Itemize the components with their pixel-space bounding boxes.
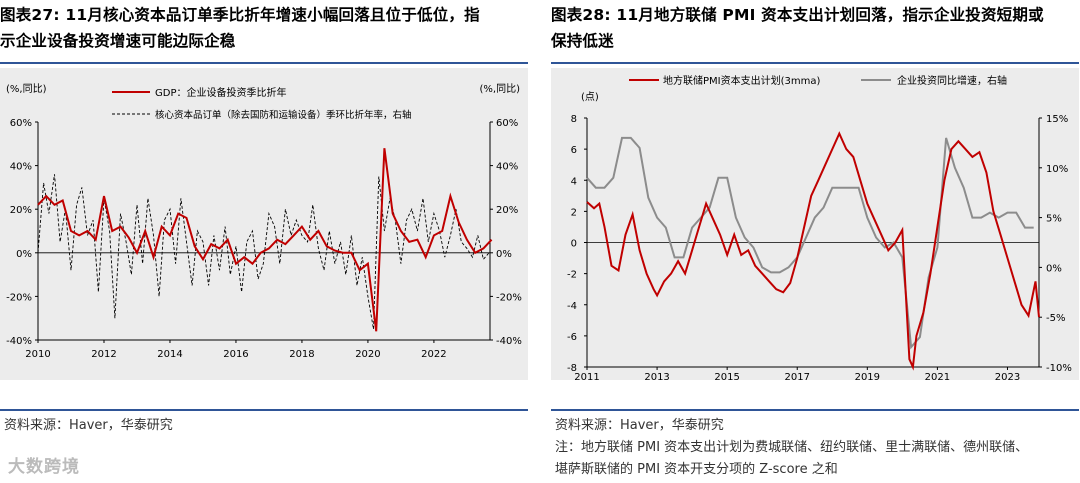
left-figure-panel: 图表27: 11月核心资本品订单季比折年增速小幅回落且位于低位，指 示企业设备投… — [0, 0, 528, 483]
right-xtick-label: 2011 — [574, 372, 599, 380]
left-ytick-label-right: 20% — [496, 205, 518, 216]
right-source-rule — [551, 409, 1079, 411]
right-chart: (点) -8 -6 -4 -2 0 2 4 6 8 -10% -5% 0% 5% 10% 15% 2011 201… — [567, 74, 1072, 380]
right-legend-pmi-label: 地方联储PMI资本支出计划(3mma) — [663, 74, 820, 87]
right-ytick-label-right: 10% — [1046, 164, 1068, 175]
left-xtick-label: 2016 — [223, 349, 248, 360]
right-xtick-label: 2023 — [995, 372, 1020, 380]
left-series-gdp-line — [37, 148, 493, 332]
left-ytick-label-left: 60% — [10, 118, 32, 129]
right-ytick-label-left: 8 — [571, 114, 577, 125]
left-ylabel-left: (%,同比) — [6, 83, 47, 95]
left-xtick-label: 2012 — [91, 349, 116, 360]
right-ytick-label-right: -10% — [1046, 363, 1072, 374]
left-ytick-label-right: 60% — [496, 118, 518, 129]
left-xtick-label: 2010 — [25, 349, 50, 360]
right-legend-invest-label: 企业投资同比增速，右轴 — [897, 74, 1007, 87]
right-ytick-label-left: 4 — [571, 176, 577, 187]
right-title-line2: 保持低迷 — [551, 32, 614, 50]
left-title-line1: 图表27: 11月核心资本品订单季比折年增速小幅回落且位于低位，指 — [0, 6, 480, 24]
right-title-line1: 图表28: 11月地方联储 PMI 资本支出计划回落，指示企业投资短期或 — [551, 6, 1044, 24]
left-title-line2: 示企业设备投资增速可能边际企稳 — [0, 32, 236, 50]
left-ytick-label-left: -20% — [6, 292, 32, 303]
right-ytick-label-left: 2 — [571, 207, 577, 218]
right-figure-title: 图表28: 11月地方联储 PMI 资本支出计划回落，指示企业投资短期或 保持低… — [551, 2, 1079, 54]
left-source-rule — [0, 409, 528, 411]
right-figure-panel: 图表28: 11月地方联储 PMI 资本支出计划回落，指示企业投资短期或 保持低… — [551, 0, 1079, 483]
right-ytick-label-right: 15% — [1046, 114, 1068, 125]
right-note-line1: 注：地方联储 PMI 资本支出计划为费城联储、纽约联储、里士满联储、德州联储、 — [555, 440, 1029, 455]
right-xtick-label: 2015 — [714, 372, 739, 380]
left-xtick-label: 2022 — [421, 349, 446, 360]
left-ytick-label-left: 20% — [10, 205, 32, 216]
right-xtick-label: 2017 — [785, 372, 810, 380]
right-ytick-label-left: 6 — [571, 145, 577, 156]
left-ylabel-right: (%,同比) — [480, 83, 521, 95]
left-ytick-label-right: -40% — [496, 336, 522, 347]
right-ytick-label-left: -8 — [567, 363, 577, 374]
left-chart-background — [0, 68, 528, 380]
left-ytick-label-right: -20% — [496, 292, 522, 303]
left-ytick-label-right: 40% — [496, 162, 518, 173]
left-figure-title: 图表27: 11月核心资本品订单季比折年增速小幅回落且位于低位，指 示企业设备投… — [0, 2, 528, 54]
right-series-pmi-line — [586, 131, 1040, 371]
left-series-core-orders-line — [37, 174, 490, 330]
right-ytick-label-right: -5% — [1046, 313, 1065, 324]
left-source-text: 资料来源：Haver，华泰研究 — [4, 418, 173, 433]
left-ytick-label-right: 0% — [496, 249, 512, 260]
watermark-text: 大数跨境 — [8, 457, 80, 477]
right-ylabel-left: (点) — [581, 91, 599, 103]
left-ytick-label-left: 0% — [16, 249, 32, 260]
right-chart-background — [551, 68, 1079, 380]
left-xtick-label: 2020 — [355, 349, 380, 360]
right-source-text: 资料来源：Haver，华泰研究 — [555, 418, 724, 433]
right-ytick-label-right: 5% — [1046, 214, 1062, 225]
left-xtick-label: 2014 — [157, 349, 182, 360]
right-ytick-label-left: -6 — [567, 332, 577, 343]
right-series-invest-line — [586, 136, 1034, 350]
left-legend-gdp-label: GDP：企业设备投资季比折年 — [155, 86, 286, 99]
left-ytick-label-left: 40% — [10, 162, 32, 173]
right-ytick-label-right: 0% — [1046, 263, 1062, 274]
left-ytick-label-left: -40% — [6, 336, 32, 347]
left-legend-orders-label: 核心资本品订单（除去国防和运输设备）季环比折年率，右轴 — [155, 109, 412, 121]
right-title-rule — [551, 62, 1079, 64]
left-title-rule — [0, 62, 528, 64]
right-xtick-label: 2021 — [925, 372, 950, 380]
right-xtick-label: 2019 — [855, 372, 880, 380]
right-ytick-label-left: -4 — [567, 301, 577, 312]
right-xtick-label: 2013 — [644, 372, 669, 380]
left-xtick-label: 2018 — [289, 349, 314, 360]
left-chart: (%,同比) (%,同比) -40% -40% -20% -20% 0% 0% 20% 20% 40… — [6, 83, 522, 360]
right-note-line2: 堪萨斯联储的 PMI 资本开支分项的 Z-score 之和 — [555, 462, 838, 477]
right-ytick-label-left: 0 — [571, 239, 577, 250]
right-ytick-label-left: -2 — [567, 270, 577, 281]
